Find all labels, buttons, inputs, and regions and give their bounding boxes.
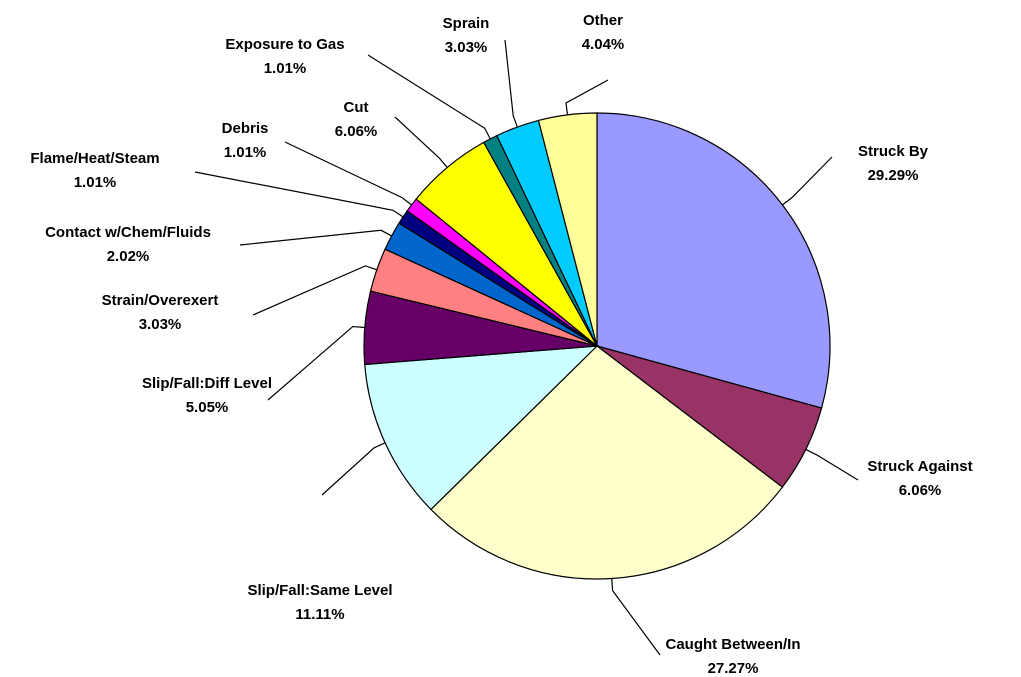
leader-line xyxy=(284,141,412,206)
value-label: 3.03% xyxy=(139,316,182,333)
slice-label: Sprain xyxy=(443,15,490,32)
value-label: 6.06% xyxy=(899,482,942,499)
value-label: 4.04% xyxy=(582,36,625,53)
slice-label: Slip/Fall:Same Level xyxy=(247,582,392,599)
slice-label: Struck Against xyxy=(867,458,972,475)
leader-line xyxy=(194,171,404,218)
value-label: 1.01% xyxy=(264,60,307,77)
leader-line xyxy=(782,156,833,206)
value-label: 5.05% xyxy=(186,399,229,416)
value-label: 3.03% xyxy=(445,39,488,56)
leader-line xyxy=(367,54,491,140)
slice-label: Slip/Fall:Diff Level xyxy=(142,375,272,392)
slice-label: Debris xyxy=(222,120,269,137)
pie-slice xyxy=(364,345,599,511)
slice-label: Cut xyxy=(344,99,369,116)
leader-line xyxy=(611,578,661,656)
pie-slice xyxy=(596,112,831,409)
value-label: 11.11% xyxy=(295,606,344,623)
leader-line xyxy=(267,325,365,401)
slice-label: Exposure to Gas xyxy=(225,36,344,53)
value-label: 6.06% xyxy=(335,123,378,140)
value-label: 2.02% xyxy=(107,248,150,265)
value-label: 1.01% xyxy=(74,174,117,191)
leader-line xyxy=(565,79,609,115)
leader-line xyxy=(239,229,392,246)
slice-label: Struck By xyxy=(858,143,929,160)
slice-label: Flame/Heat/Steam xyxy=(30,150,159,167)
leader-line xyxy=(504,39,518,128)
slice-label: Caught Between/In xyxy=(665,636,800,653)
slice-label: Strain/Overexert xyxy=(102,292,219,309)
pie-slice xyxy=(537,112,598,347)
leader-line xyxy=(321,442,386,496)
value-label: 29.29% xyxy=(868,167,919,184)
slice-label: Contact w/Chem/Fluids xyxy=(45,224,211,241)
slice-label: Other xyxy=(583,12,623,29)
leader-line xyxy=(805,448,859,481)
value-label: 27.27% xyxy=(708,660,759,677)
value-label: 1.01% xyxy=(224,144,267,161)
leader-line xyxy=(252,265,378,316)
leader-line xyxy=(394,116,448,168)
